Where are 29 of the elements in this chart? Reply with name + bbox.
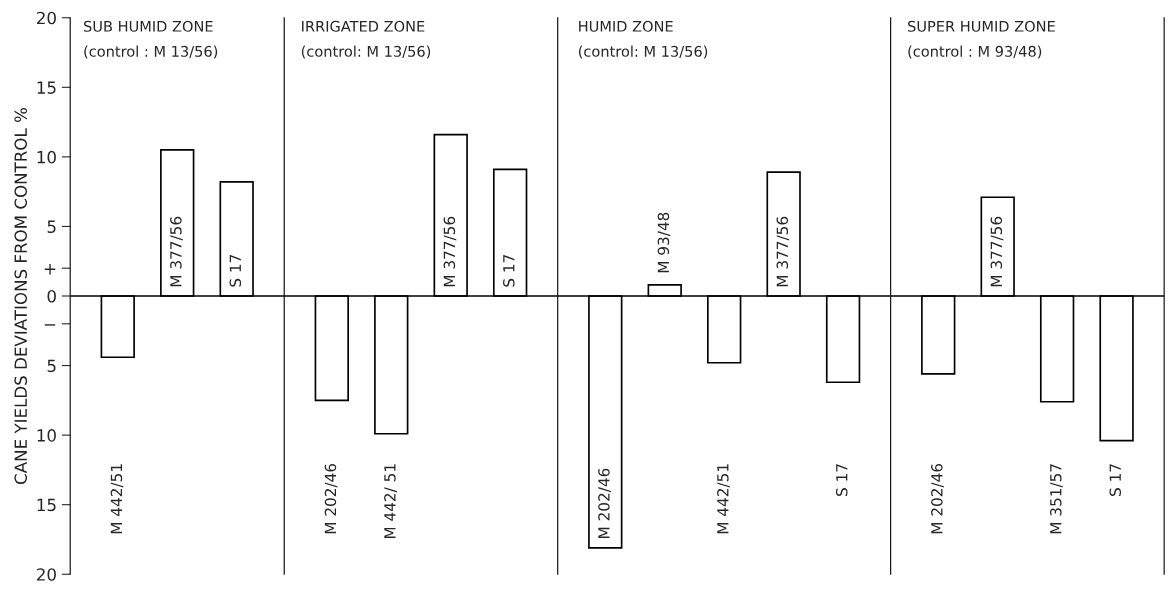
y-tick-label: − — [44, 324, 56, 326]
category-label: S 17 — [835, 464, 848, 496]
y-tick-label: 0 — [47, 289, 56, 303]
category-label: M 202/46 — [931, 463, 944, 534]
category-label: M 442/ 51 — [384, 464, 397, 539]
y-tick-label: 5 — [47, 220, 56, 234]
text: (control : M 13/56) — [84, 45, 218, 59]
y-tick-label: 5 — [47, 359, 56, 373]
y-tick-label: + — [44, 264, 56, 275]
category-label: M 202/46 — [598, 468, 611, 538]
text: (control: M 13/56) — [301, 45, 431, 59]
text: (control: M 13/56) — [578, 45, 708, 59]
y-tick-label: 15 — [37, 81, 56, 94]
category-label: M 442/51 — [717, 464, 730, 534]
category-label: M 202/46 — [324, 463, 338, 534]
y-tick-label: 20 — [37, 11, 56, 25]
category-label: S 17 — [1109, 464, 1122, 496]
chart-title: SUPER HUMID ZONE — [908, 20, 1055, 32]
category-label: M 351/57 — [1050, 464, 1063, 534]
chart-title: HUMID ZONE — [579, 20, 673, 32]
y-tick-label: 10 — [37, 150, 56, 164]
chart-title: SUB HUMID ZONE — [84, 20, 213, 32]
y-tick-label: 10 — [37, 429, 56, 442]
category-label: M 93/48 — [657, 212, 671, 273]
chart-title: IRRIGATED ZONE — [302, 20, 425, 32]
text: (control : M 93/48) — [908, 45, 1042, 59]
y-tick-label: 15 — [37, 498, 56, 512]
y-axis-title: CANE YIELDS DEVIATIONS FROM CONTROL % — [14, 108, 28, 484]
y-tick-label: 20 — [37, 568, 56, 581]
